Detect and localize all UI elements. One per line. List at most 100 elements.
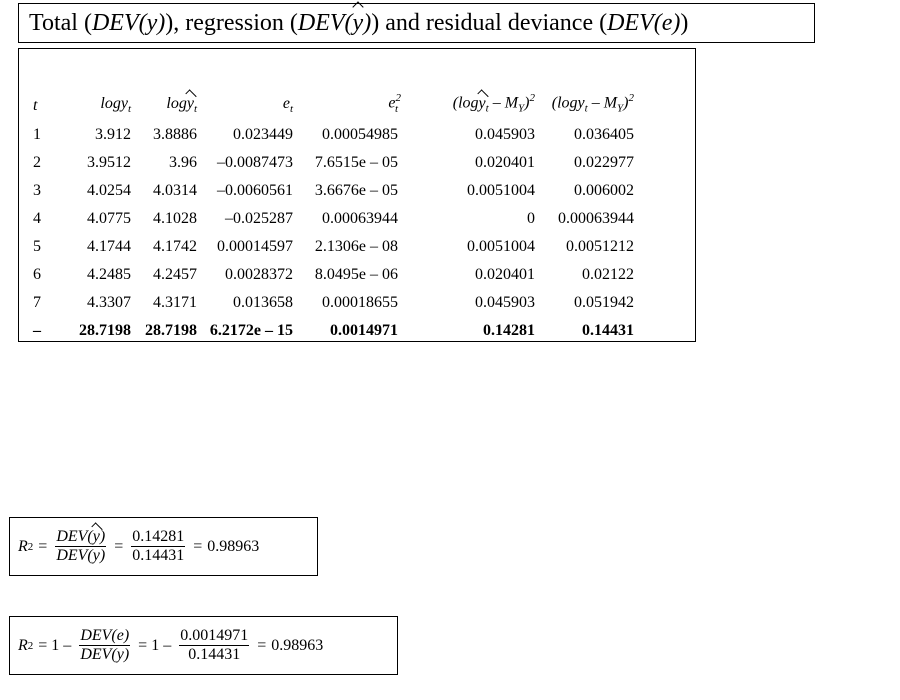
header-tot-sub: t bbox=[584, 103, 588, 115]
formula1-fraction2: 0.14281 0.14431 bbox=[131, 528, 186, 565]
title-dev-yhat: DEV(y) bbox=[298, 10, 371, 36]
header-reg-y: y bbox=[478, 94, 486, 112]
header-tot-text: (logy bbox=[551, 94, 585, 112]
cell-total-dev: 0.051942 bbox=[574, 294, 634, 311]
cell-e: –0.0060561 bbox=[217, 182, 293, 199]
formula1-eq3: = bbox=[193, 537, 203, 555]
header-logyhat-sub: t bbox=[193, 103, 197, 115]
formula1-lhs: R bbox=[18, 537, 28, 555]
header-e2-sub: t bbox=[394, 103, 398, 115]
title-text: Total (DEV(y)), regression (DEV(y)) and … bbox=[29, 10, 688, 36]
title-segment: ) and residual deviance ( bbox=[371, 10, 608, 36]
formula2-eq3: = bbox=[257, 636, 267, 654]
cell-regression-dev: 0.0051004 bbox=[467, 182, 535, 199]
cell-total-dev: 0.006002 bbox=[574, 182, 634, 199]
cell-e: 0.00014597 bbox=[217, 238, 293, 255]
table-row: 7 4.3307 4.3171 0.013658 0.00018655 0.04… bbox=[25, 289, 638, 317]
header-t: t bbox=[33, 97, 38, 114]
cell-logy: 4.1744 bbox=[87, 238, 131, 255]
header-total-dev: (logyt – MY)2 bbox=[535, 83, 638, 121]
deviance-table-box: t logyt logyt et e2t (logyt – MY)2 (logy… bbox=[18, 48, 696, 342]
header-e-squared: e2t bbox=[293, 83, 401, 121]
cell-e: –0.0087473 bbox=[217, 154, 293, 171]
header-e-text: e bbox=[282, 94, 290, 112]
header-logyhat-log: log bbox=[166, 94, 187, 112]
header-reg-msub: Y bbox=[518, 103, 525, 115]
title-dev-yhat-y: y bbox=[353, 4, 364, 42]
cell-total-dev: 0.00063944 bbox=[558, 210, 634, 227]
header-tot-msub: Y bbox=[617, 103, 624, 115]
header-reg-open: (log bbox=[452, 94, 479, 112]
cell-e: 0.013658 bbox=[233, 294, 293, 311]
formula1-fraction1: DEV(y) DEV(y) bbox=[55, 528, 107, 565]
header-reg-sup: 2 bbox=[529, 92, 536, 105]
total-t: – bbox=[33, 322, 41, 339]
header-reg-close: ) bbox=[524, 94, 530, 112]
cell-t: 5 bbox=[33, 238, 41, 255]
header-e2-text: e bbox=[388, 94, 396, 112]
cell-e-squared: 3.6676e – 05 bbox=[314, 182, 398, 199]
cell-total-dev: 0.036405 bbox=[574, 126, 634, 143]
formula2-fraction2: 0.0014971 0.14431 bbox=[179, 627, 250, 664]
formula1-result: 0.98963 bbox=[207, 537, 260, 555]
cell-logy: 3.912 bbox=[95, 126, 131, 143]
cell-t: 4 bbox=[33, 210, 41, 227]
title-segment: ) bbox=[680, 10, 689, 36]
formula1-lhs-sup: 2 bbox=[27, 540, 34, 553]
total-total-dev: 0.14431 bbox=[582, 322, 634, 339]
cell-e-squared: 7.6515e – 05 bbox=[314, 154, 398, 171]
cell-logyhat: 4.1742 bbox=[153, 238, 197, 255]
header-e2-sup: 2 bbox=[395, 92, 401, 105]
formula1-num1-y: y bbox=[92, 528, 100, 545]
table-row: 5 4.1744 4.1742 0.00014597 2.1306e – 08 … bbox=[25, 233, 638, 261]
cell-logyhat: 3.96 bbox=[169, 154, 197, 171]
formula1-num1: DEV(y) bbox=[55, 528, 107, 547]
formula2-num2: 0.0014971 bbox=[179, 627, 250, 646]
cell-logy: 4.0254 bbox=[87, 182, 131, 199]
total-logyhat: 28.7198 bbox=[145, 322, 197, 339]
cell-t: 6 bbox=[33, 266, 41, 283]
cell-t: 7 bbox=[33, 294, 41, 311]
header-e-sub: t bbox=[289, 103, 293, 115]
cell-e: 0.023449 bbox=[233, 126, 293, 143]
title-segment: Total ( bbox=[29, 10, 92, 36]
deviance-table: t logyt logyt et e2t (logyt – MY)2 (logy… bbox=[25, 83, 638, 345]
cell-regression-dev: 0 bbox=[527, 210, 535, 227]
table-row: 1 3.912 3.8886 0.023449 0.00054985 0.045… bbox=[25, 121, 638, 149]
cell-total-dev: 0.0051212 bbox=[566, 238, 634, 255]
header-tot-close: ) bbox=[623, 94, 629, 112]
table-total-row: – 28.7198 28.7198 6.2172e – 15 0.0014971… bbox=[25, 317, 638, 345]
cell-regression-dev: 0.0051004 bbox=[467, 238, 535, 255]
cell-e-squared: 0.00054985 bbox=[322, 126, 398, 143]
formula2-num1: DEV(e) bbox=[79, 627, 131, 646]
cell-e-squared: 8.0495e – 06 bbox=[314, 266, 398, 283]
header-logy: logyt bbox=[61, 83, 131, 121]
cell-logyhat: 3.8886 bbox=[153, 126, 197, 143]
title-dev-yhat-pre: DEV( bbox=[297, 10, 353, 36]
cell-regression-dev: 0.020401 bbox=[475, 154, 535, 171]
formula2-eq2: = 1 – bbox=[138, 636, 172, 654]
header-reg-minus: – M bbox=[488, 94, 519, 112]
formula1-den2: 0.14431 bbox=[132, 547, 185, 564]
total-e-squared: 0.0014971 bbox=[330, 322, 398, 339]
formula1-den1: DEV(y) bbox=[56, 547, 106, 564]
cell-regression-dev: 0.045903 bbox=[475, 294, 535, 311]
cell-logyhat: 4.3171 bbox=[153, 294, 197, 311]
header-logyhat-y: y bbox=[186, 94, 194, 112]
title-dev-e: DEV(e) bbox=[607, 10, 681, 36]
cell-regression-dev: 0.045903 bbox=[475, 126, 535, 143]
formula2-fraction1: DEV(e) DEV(y) bbox=[79, 627, 131, 664]
cell-logy: 3.9512 bbox=[87, 154, 131, 171]
formula1-num2: 0.14281 bbox=[131, 528, 186, 547]
table-row: 2 3.9512 3.96 –0.0087473 7.6515e – 05 0.… bbox=[25, 149, 638, 177]
cell-t: 1 bbox=[33, 126, 41, 143]
total-e: 6.2172e – 15 bbox=[209, 322, 293, 339]
cell-t: 2 bbox=[33, 154, 41, 171]
formula2-lhs: R bbox=[18, 636, 28, 654]
table-row: 6 4.2485 4.2457 0.0028372 8.0495e – 06 0… bbox=[25, 261, 638, 289]
header-regression-dev: (logyt – MY)2 bbox=[398, 83, 535, 121]
formula1-eq2: = bbox=[114, 537, 124, 555]
cell-e-squared: 2.1306e – 08 bbox=[314, 238, 398, 255]
